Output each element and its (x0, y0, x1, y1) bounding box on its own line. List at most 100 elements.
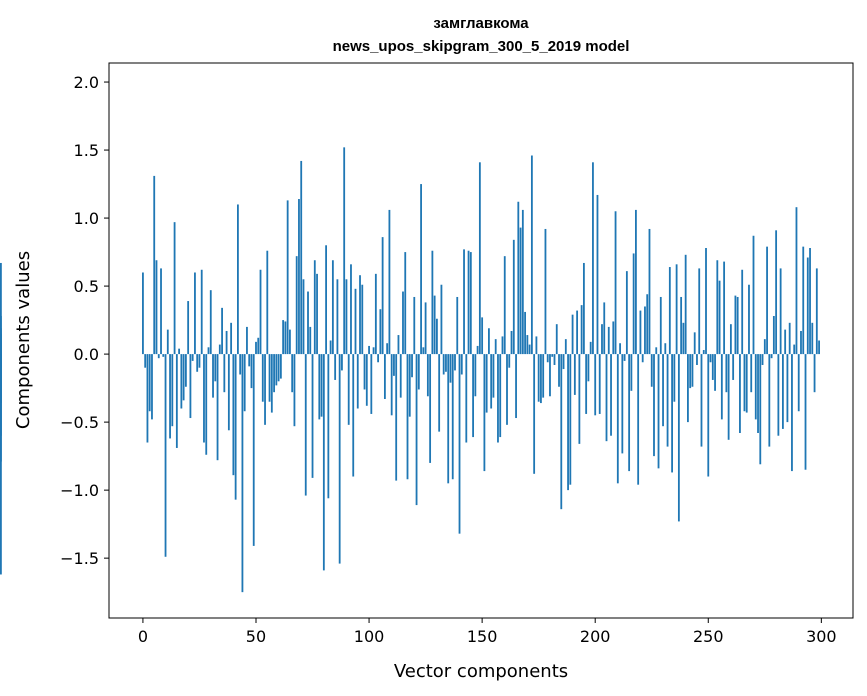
x-tick-label: 50 (246, 627, 266, 646)
bar (630, 354, 633, 391)
bar (157, 354, 160, 359)
bar (241, 354, 244, 593)
bar (567, 354, 569, 491)
bar (668, 267, 671, 355)
bar (404, 252, 407, 355)
bar (485, 354, 488, 413)
bar (585, 354, 588, 414)
bar (542, 354, 545, 398)
bar (736, 296, 739, 355)
bar (474, 354, 477, 397)
bar (614, 211, 617, 355)
bar (540, 354, 542, 404)
bar (610, 354, 612, 436)
bar (601, 324, 603, 355)
bar (519, 227, 522, 355)
bar (196, 354, 199, 372)
bar (223, 354, 226, 393)
bar (727, 354, 730, 440)
bar (544, 228, 547, 355)
bar (426, 354, 429, 397)
bar (725, 354, 728, 393)
bar (454, 354, 456, 371)
bar (750, 354, 753, 393)
y-tick-label: 1.0 (74, 209, 99, 228)
bar (662, 354, 664, 427)
bar (0, 262, 2, 355)
bar (512, 239, 515, 355)
bar (429, 354, 432, 463)
bar (598, 354, 601, 414)
bar (616, 354, 619, 484)
bar (786, 354, 789, 423)
bar (255, 341, 257, 355)
bar (743, 354, 746, 412)
bar (745, 354, 748, 413)
bar (691, 354, 694, 387)
bar (644, 306, 646, 355)
bar (216, 354, 219, 461)
x-tick-label: 150 (467, 627, 498, 646)
bar (497, 354, 499, 443)
bar (553, 354, 556, 365)
bar (194, 272, 196, 355)
bar (734, 295, 737, 355)
bar (793, 344, 796, 355)
bar (499, 354, 502, 438)
bar (363, 354, 366, 390)
bar (818, 340, 820, 355)
bar (492, 354, 495, 398)
bar (628, 354, 631, 472)
bar (578, 354, 581, 444)
bar (558, 354, 560, 387)
bar (684, 254, 687, 355)
x-tick-label: 200 (580, 627, 611, 646)
bar (182, 354, 185, 401)
bar (655, 347, 658, 355)
bar (316, 273, 318, 355)
bar (671, 354, 673, 473)
bar (596, 194, 599, 355)
bar (488, 328, 490, 355)
bar (146, 354, 149, 443)
bar (748, 284, 750, 355)
bar (739, 354, 741, 433)
bar (741, 269, 744, 355)
bar (659, 296, 662, 355)
bar (374, 273, 377, 355)
bar (300, 160, 303, 355)
bar (582, 262, 585, 355)
bar (203, 354, 205, 443)
bar (277, 354, 280, 382)
bar (576, 310, 579, 355)
bar (372, 347, 375, 355)
bar (309, 326, 312, 355)
bar (451, 354, 454, 480)
bar (537, 354, 540, 402)
bar (806, 257, 809, 355)
bar (402, 291, 404, 355)
bar (501, 336, 504, 355)
bar (562, 354, 565, 370)
y-tick-label: −1.0 (60, 481, 99, 500)
bar (460, 354, 463, 375)
bar (467, 250, 470, 355)
bar (234, 354, 237, 500)
bar (587, 354, 590, 382)
bar (415, 354, 418, 506)
bar (592, 162, 594, 355)
bar (261, 354, 264, 402)
bar (768, 354, 771, 447)
bar (442, 354, 445, 375)
bar (650, 354, 653, 387)
y-tick-label: 0.5 (74, 277, 99, 296)
bar (777, 354, 780, 436)
bar (560, 354, 563, 510)
bar (246, 326, 248, 355)
bar (517, 201, 520, 355)
bar (483, 354, 486, 472)
bar (279, 354, 282, 379)
bar (675, 264, 678, 355)
bar (551, 354, 554, 357)
bar (268, 354, 271, 402)
